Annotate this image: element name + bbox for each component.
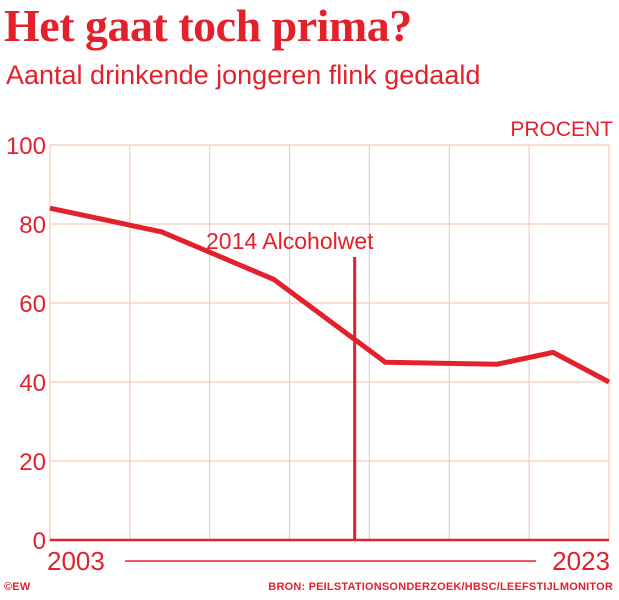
chart-subtitle: Aantal drinkende jongeren flink gedaald <box>6 60 481 90</box>
source-label: BRON: PEILSTATIONSONDERZOEK/HBSC/LEEFSTI… <box>268 581 613 593</box>
y-tick-label: 40 <box>19 370 46 397</box>
y-tick-label: 0 <box>33 528 46 555</box>
copyright-label: ©EW <box>4 581 31 593</box>
annotation-label: 2014 Alcoholwet <box>206 228 374 254</box>
x-tick-label: 2003 <box>47 546 105 576</box>
y-tick-label: 80 <box>19 212 46 239</box>
x-tick-label: 2023 <box>552 546 610 576</box>
y-tick-label: 60 <box>19 291 46 318</box>
y-tick-label: 20 <box>19 449 46 476</box>
axes: 0 20 40 60 80 100 PROCENT 2003 2023 <box>6 118 613 576</box>
unit-label: PROCENT <box>510 118 613 141</box>
series <box>49 205 611 385</box>
y-tick-label: 100 <box>6 133 46 160</box>
annotations: 2014 Alcoholwet <box>206 228 374 540</box>
chart-title: Het gaat toch prima? <box>4 0 412 51</box>
grid <box>49 144 610 540</box>
